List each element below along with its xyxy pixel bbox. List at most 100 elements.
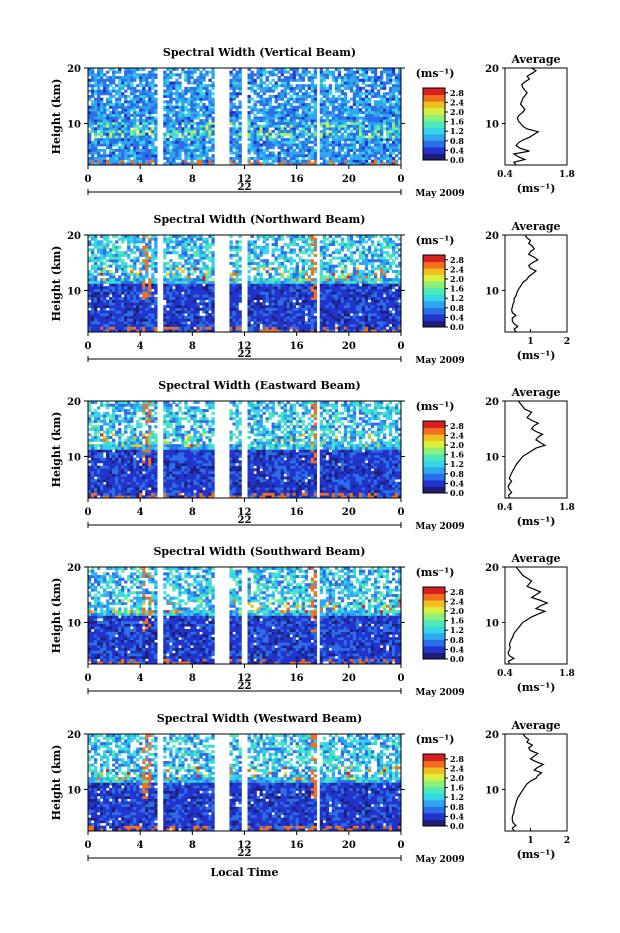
heatmap-cell	[365, 152, 368, 155]
heatmap-cell	[389, 297, 392, 300]
heatmap-cell	[127, 100, 130, 103]
heatmap-cell	[341, 324, 344, 327]
heatmap-cell	[383, 122, 386, 125]
heatmap-cell	[124, 90, 127, 93]
heatmap-cell	[269, 117, 272, 120]
heatmap-cell	[211, 117, 214, 120]
heatmap-cell	[278, 313, 281, 316]
heatmap-cell	[392, 300, 395, 303]
heatmap-cell	[124, 157, 127, 160]
heatmap-cell	[302, 310, 305, 313]
heatmap-cell	[208, 327, 211, 330]
heatmap-cell	[251, 90, 254, 93]
heatmap-cell	[344, 98, 347, 101]
heatmap-cell	[347, 71, 350, 74]
heatmap-cell	[151, 313, 154, 316]
heatmap-cell	[169, 127, 172, 130]
heatmap-cell	[251, 79, 254, 82]
heatmap-cell	[392, 106, 395, 109]
heatmap-cell	[395, 111, 398, 114]
heatmap-cell	[323, 302, 326, 305]
heatmap-cell	[91, 146, 94, 149]
heatmap-cell	[344, 297, 347, 300]
average-profile-line	[514, 68, 538, 165]
heatmap-cell	[290, 111, 293, 114]
heatmap-cell	[187, 305, 190, 308]
heatmap-cell	[139, 90, 142, 93]
heatmap-cell	[338, 319, 341, 322]
heatmap-cell	[365, 157, 368, 160]
heatmap-cell	[296, 71, 299, 74]
heatmap-cell	[356, 157, 359, 160]
heatmap-cell	[199, 133, 202, 136]
heatmap-cell	[103, 308, 106, 311]
heatmap-cell	[272, 310, 275, 313]
heatmap-cell	[184, 267, 187, 270]
heatmap-cell	[94, 270, 97, 273]
heatmap-cell	[368, 149, 371, 152]
heatmap-cell	[275, 84, 278, 87]
heatmap-cell	[184, 160, 187, 163]
heatmap-cell	[290, 154, 293, 157]
colorbar-tick-label: 0.0	[450, 155, 464, 165]
heatmap-cell	[344, 122, 347, 125]
heatmap-cell	[308, 265, 311, 268]
heatmap-cell	[305, 103, 308, 106]
heatmap-cell	[290, 275, 293, 278]
heatmap-cell	[154, 302, 157, 305]
heatmap-cell	[278, 95, 281, 98]
heatmap-cell	[94, 294, 97, 297]
heatmap-cell	[338, 84, 341, 87]
heatmap-cell	[341, 275, 344, 278]
heatmap-cell	[281, 92, 284, 95]
heatmap-cell	[115, 84, 118, 87]
heatmap-cell	[184, 154, 187, 157]
heatmap-cell	[386, 157, 389, 160]
heatmap-cell	[284, 284, 287, 287]
heatmap-cell	[248, 265, 251, 268]
heatmap-cell	[154, 133, 157, 136]
heatmap-cell	[175, 103, 178, 106]
heatmap-cell	[284, 308, 287, 311]
heatmap-cell	[208, 305, 211, 308]
heatmap-cell	[238, 106, 241, 109]
heatmap-cell	[133, 108, 136, 111]
heatmap-cell	[362, 133, 365, 136]
heatmap-cell	[130, 305, 133, 308]
heatmap-cell	[302, 313, 305, 316]
heatmap-cell	[112, 122, 115, 125]
heatmap-cell	[199, 284, 202, 287]
heatmap-cell	[380, 319, 383, 322]
heatmap-cell	[278, 286, 281, 289]
heatmap-cell	[389, 305, 392, 308]
heatmap-cell	[359, 152, 362, 155]
heatmap-cell	[115, 92, 118, 95]
heatmap-cell	[338, 157, 341, 160]
heatmap-cell	[169, 103, 172, 106]
heatmap-cell	[151, 308, 154, 311]
heatmap-cell	[308, 292, 311, 295]
heatmap-cell	[293, 267, 296, 270]
heatmap-cell	[275, 106, 278, 109]
heatmap-cell	[359, 297, 362, 300]
heatmap-cell	[142, 281, 145, 284]
heatmap-cell	[305, 154, 308, 157]
heatmap-cell	[350, 278, 353, 281]
heatmap-cell	[341, 135, 344, 138]
heatmap-cell	[359, 125, 362, 128]
heatmap-cell	[100, 127, 103, 130]
heatmap-cell	[365, 319, 368, 322]
heatmap-cell	[145, 319, 148, 322]
heatmap-cell	[109, 92, 112, 95]
heatmap-cell	[118, 100, 121, 103]
heatmap-cell	[94, 108, 97, 111]
heatmap-cell	[190, 308, 193, 311]
heatmap-cell	[148, 265, 151, 268]
heatmap-cell	[365, 146, 368, 149]
heatmap-cell	[344, 125, 347, 128]
heatmap-cell	[238, 127, 241, 130]
heatmap-cell	[266, 114, 269, 117]
heatmap-cell	[377, 146, 380, 149]
heatmap-cell	[127, 302, 130, 305]
heatmap-cell	[145, 275, 148, 278]
